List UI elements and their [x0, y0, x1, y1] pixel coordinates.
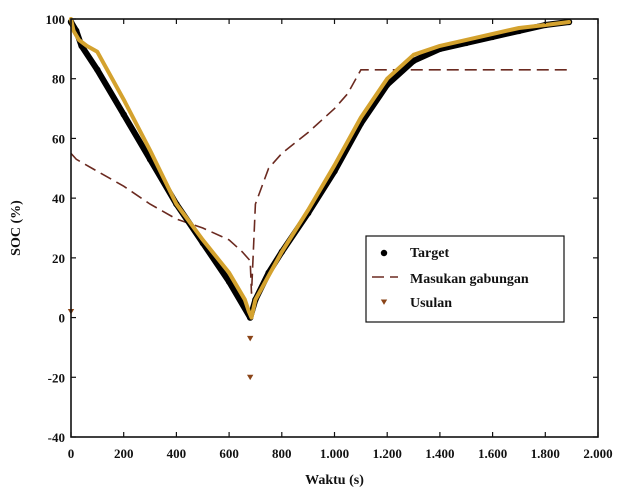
legend-entry-masukan-gabungan: Masukan gabungan: [410, 272, 529, 287]
legend-symbol-triangle: [380, 299, 388, 305]
series-masukan-gabungan-line: [70, 69, 569, 294]
x-tick-label: 0: [68, 446, 75, 461]
series-layer: [67, 17, 573, 381]
y-axis-title: SOC (%): [9, 200, 24, 256]
ticks-layer: 0 200 400 600 800 1.000 1.200 1.400 1.600 1.800 2.…: [46, 12, 613, 461]
x-tick-label: 1.000: [320, 446, 349, 461]
y-tick-label: -40: [48, 430, 65, 445]
series-target-point: [410, 57, 417, 64]
legend-symbol-dot: [380, 249, 388, 257]
series-usulan-line: [69, 17, 571, 320]
y-tick-label: 80: [52, 72, 65, 87]
series-usulan-marker: [246, 374, 254, 381]
x-tick-label: 800: [272, 446, 292, 461]
x-tick-label: 1.400: [425, 446, 454, 461]
x-tick-label: 2.000: [583, 446, 612, 461]
x-tick-label: 1.600: [478, 446, 507, 461]
legend-entry-target: Target: [410, 246, 449, 261]
x-tick-label: 400: [167, 446, 187, 461]
legend-entry-usulan: Usulan: [410, 296, 452, 311]
y-tick-label: 40: [52, 191, 65, 206]
x-tick-label: 200: [114, 446, 134, 461]
series-target-point: [225, 278, 233, 285]
series-usulan-marker: [246, 335, 254, 342]
series-target-point: [94, 66, 101, 73]
y-tick-label: 20: [52, 251, 65, 266]
legend-box: [365, 235, 565, 323]
x-tick-label: 1.200: [373, 446, 402, 461]
x-axis-title: Waktu (s): [305, 473, 364, 488]
y-tick-label: 0: [59, 311, 66, 326]
y-tick-label: -20: [48, 370, 65, 385]
y-tick-label: 60: [52, 131, 65, 146]
y-tick-label: 100: [46, 12, 66, 27]
series-target-point: [120, 111, 127, 118]
legend: Target Masukan gabungan Usulan: [365, 235, 565, 323]
x-tick-label: 1.800: [531, 446, 560, 461]
x-tick-label: 600: [219, 446, 239, 461]
